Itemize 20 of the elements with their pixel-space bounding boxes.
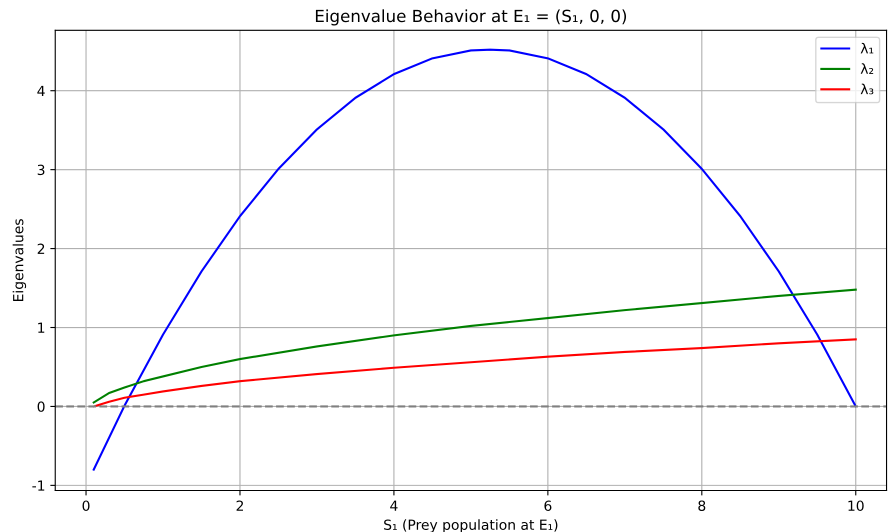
line-series xyxy=(92,338,857,408)
x-tick-label: 2 xyxy=(236,500,244,511)
y-tick-label: 0 xyxy=(38,401,45,412)
legend-label: λ₂ xyxy=(860,63,874,74)
y-axis-title: Eigenvalues xyxy=(12,219,26,302)
y-tick-label: -1 xyxy=(32,480,44,491)
x-tick-label: 8 xyxy=(698,500,706,511)
line-series xyxy=(92,48,857,471)
y-tick-label: 1 xyxy=(38,322,44,333)
line-series xyxy=(92,288,857,404)
y-tick-label: 3 xyxy=(38,164,44,176)
x-tick-label: 6 xyxy=(544,500,552,511)
y-tick-label: 4 xyxy=(37,86,45,96)
x-tick-label: 10 xyxy=(848,500,864,511)
chart-title: Eigenvalue Behavior at E₁ = (S₁, 0, 0) xyxy=(316,9,626,26)
legend-label: λ₃ xyxy=(860,84,874,94)
legend-label: λ₁ xyxy=(860,42,874,54)
x-tick-label: 0 xyxy=(82,500,90,511)
x-tick-label: 4 xyxy=(390,500,398,511)
y-tick-label: 2 xyxy=(38,244,44,254)
